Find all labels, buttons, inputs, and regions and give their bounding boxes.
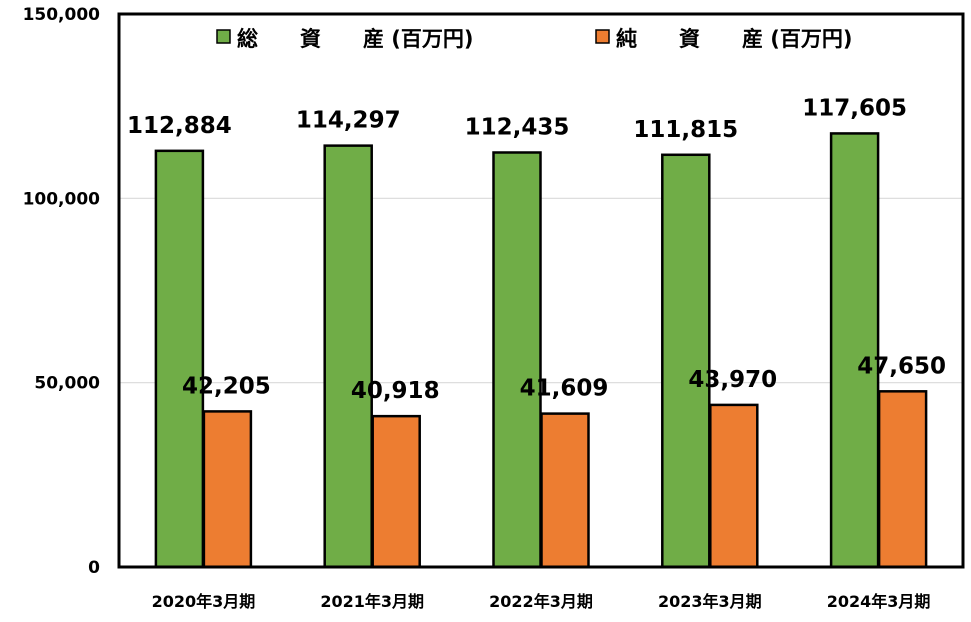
data-label-total-assets: 117,605 bbox=[802, 95, 907, 121]
legend-swatch-total-assets bbox=[216, 29, 231, 44]
data-label-net-assets: 47,650 bbox=[857, 353, 946, 379]
data-label-net-assets: 42,205 bbox=[182, 373, 271, 399]
data-label-total-assets: 114,297 bbox=[296, 108, 401, 134]
bar-net-assets bbox=[202, 410, 253, 569]
y-tick-label: 50,000 bbox=[34, 374, 100, 394]
y-tick-label: 0 bbox=[88, 558, 100, 578]
data-labels: 112,884 42,205 114,297 40,918 112,435 41,609 1… bbox=[127, 95, 946, 404]
bar-total-assets bbox=[154, 149, 205, 569]
bar-total-assets bbox=[492, 151, 542, 569]
y-axis-tick-labels: 0 50,000 100,000 150,000 bbox=[23, 5, 101, 578]
bar-net-assets bbox=[709, 403, 759, 569]
data-label-net-assets: 40,918 bbox=[351, 378, 440, 404]
x-category-label: 2020年3月期 bbox=[152, 592, 256, 611]
legend: 総 資 産 (百万円) 純 資 産 (百万円) bbox=[216, 27, 853, 51]
x-category-label: 2022年3月期 bbox=[489, 592, 593, 611]
legend-swatch-net-assets bbox=[595, 29, 610, 44]
y-tick-label: 100,000 bbox=[23, 189, 101, 209]
plot-area-frame bbox=[117, 12, 965, 569]
x-category-label: 2023年3月期 bbox=[658, 592, 762, 611]
bar-net-assets bbox=[877, 390, 928, 569]
data-label-total-assets: 112,884 bbox=[127, 113, 232, 139]
bar-total-assets bbox=[661, 153, 711, 569]
data-label-net-assets: 41,609 bbox=[520, 376, 609, 402]
y-tick-label: 150,000 bbox=[23, 5, 101, 25]
legend-label-net-assets: 純 資 産 (百万円) bbox=[616, 27, 853, 51]
x-category-label: 2024年3月期 bbox=[827, 592, 931, 611]
bars bbox=[154, 132, 928, 569]
x-category-label: 2021年3月期 bbox=[320, 592, 424, 611]
data-label-net-assets: 43,970 bbox=[688, 367, 777, 393]
bar-total-assets bbox=[829, 132, 880, 569]
data-label-total-assets: 112,435 bbox=[465, 114, 570, 140]
bar-total-assets bbox=[323, 144, 373, 569]
bar-net-assets bbox=[540, 412, 590, 569]
data-label-total-assets: 111,815 bbox=[633, 117, 738, 143]
x-axis-category-labels: 2020年3月期 2021年3月期 2022年3月期 2023年3月期 2024年3月期 bbox=[152, 592, 931, 611]
bar-net-assets bbox=[371, 414, 421, 569]
legend-label-total-assets: 総 資 産 (百万円) bbox=[237, 27, 474, 51]
